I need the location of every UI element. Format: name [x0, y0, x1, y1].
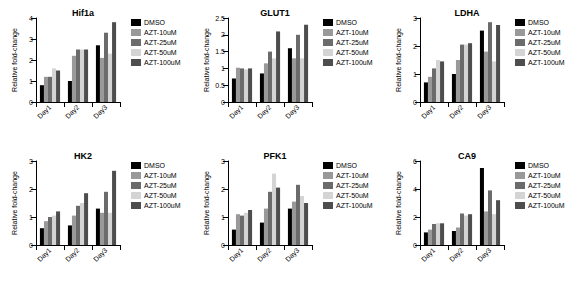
svg-text:0: 0 [221, 99, 225, 106]
svg-text:AZT-25uM: AZT-25uM [336, 182, 369, 189]
svg-text:AZT-25uM: AZT-25uM [336, 39, 369, 46]
svg-text:4: 4 [29, 15, 33, 22]
svg-text:1: 1 [29, 78, 33, 85]
svg-text:AZT-100uM: AZT-100uM [144, 59, 181, 66]
svg-text:DMSO: DMSO [528, 19, 550, 26]
svg-text:AZT-100uM: AZT-100uM [528, 202, 565, 209]
svg-text:0: 0 [221, 242, 225, 249]
svg-text:2: 2 [413, 43, 417, 50]
svg-text:GLUT1: GLUT1 [260, 8, 290, 18]
svg-text:Day3: Day3 [284, 246, 301, 263]
svg-text:Relative fold-change: Relative fold-change [203, 28, 211, 92]
svg-text:DMSO: DMSO [528, 162, 550, 169]
svg-text:2.5: 2.5 [215, 15, 225, 22]
svg-text:Relative fold-change: Relative fold-change [395, 28, 403, 92]
svg-text:DMSO: DMSO [144, 19, 166, 26]
svg-text:Day2: Day2 [256, 103, 273, 120]
svg-text:2: 2 [413, 214, 417, 221]
svg-text:2: 2 [29, 186, 33, 193]
svg-text:AZT-50uM: AZT-50uM [336, 49, 369, 56]
svg-text:Day3: Day3 [92, 246, 109, 263]
svg-text:2: 2 [29, 57, 33, 64]
svg-text:AZT-50uM: AZT-50uM [528, 192, 561, 199]
svg-text:0: 0 [29, 242, 33, 249]
svg-text:0: 0 [413, 99, 417, 106]
svg-text:Day2: Day2 [64, 103, 81, 120]
svg-text:AZT-10uM: AZT-10uM [144, 172, 177, 179]
svg-text:3: 3 [29, 158, 33, 165]
svg-text:AZT-25uM: AZT-25uM [528, 182, 561, 189]
svg-text:Relative fold-change: Relative fold-change [11, 28, 19, 92]
svg-text:AZT-100uM: AZT-100uM [528, 59, 565, 66]
svg-text:AZT-100uM: AZT-100uM [336, 59, 373, 66]
svg-text:AZT-10uM: AZT-10uM [336, 29, 369, 36]
svg-text:Day1: Day1 [420, 103, 437, 120]
svg-text:2: 2 [221, 186, 225, 193]
svg-text:Day3: Day3 [284, 103, 301, 120]
svg-text:1: 1 [221, 65, 225, 72]
svg-text:PFK1: PFK1 [263, 151, 286, 161]
svg-text:Day3: Day3 [92, 103, 109, 120]
svg-text:AZT-25uM: AZT-25uM [528, 39, 561, 46]
svg-text:Relative fold-change: Relative fold-change [395, 171, 403, 235]
svg-text:HK2: HK2 [74, 151, 92, 161]
svg-text:LDHA: LDHA [455, 8, 480, 18]
svg-text:AZT-10uM: AZT-10uM [528, 29, 561, 36]
svg-text:AZT-50uM: AZT-50uM [144, 49, 177, 56]
svg-text:AZT-50uM: AZT-50uM [144, 192, 177, 199]
svg-text:AZT-10uM: AZT-10uM [336, 172, 369, 179]
svg-text:AZT-100uM: AZT-100uM [144, 202, 181, 209]
svg-text:1: 1 [221, 214, 225, 221]
svg-text:1.5: 1.5 [215, 48, 225, 55]
svg-text:Day1: Day1 [228, 103, 245, 120]
svg-text:Day2: Day2 [448, 246, 465, 263]
svg-text:DMSO: DMSO [144, 162, 166, 169]
svg-text:AZT-10uM: AZT-10uM [528, 172, 561, 179]
svg-text:AZT-50uM: AZT-50uM [528, 49, 561, 56]
svg-text:Day1: Day1 [36, 103, 53, 120]
svg-text:1: 1 [413, 71, 417, 78]
svg-text:Day3: Day3 [476, 103, 493, 120]
svg-text:AZT-25uM: AZT-25uM [144, 182, 177, 189]
svg-text:DMSO: DMSO [336, 19, 358, 26]
svg-text:CA9: CA9 [458, 151, 476, 161]
svg-text:6: 6 [413, 158, 417, 165]
svg-text:1: 1 [29, 214, 33, 221]
svg-text:Relative fold-change: Relative fold-change [11, 171, 19, 235]
svg-text:0: 0 [29, 99, 33, 106]
svg-text:0: 0 [413, 242, 417, 249]
svg-text:Day1: Day1 [36, 246, 53, 263]
svg-text:Relative fold-change: Relative fold-change [203, 171, 211, 235]
svg-text:AZT-10uM: AZT-10uM [144, 29, 177, 36]
svg-text:0.5: 0.5 [215, 82, 225, 89]
svg-text:Day1: Day1 [228, 246, 245, 263]
svg-text:4: 4 [413, 186, 417, 193]
svg-text:3: 3 [221, 158, 225, 165]
svg-text:Hif1a: Hif1a [72, 8, 95, 18]
svg-text:AZT-25uM: AZT-25uM [144, 39, 177, 46]
svg-text:Day3: Day3 [476, 246, 493, 263]
svg-text:AZT-100uM: AZT-100uM [336, 202, 373, 209]
svg-text:Day1: Day1 [420, 246, 437, 263]
svg-text:Day2: Day2 [256, 246, 273, 263]
svg-text:AZT-50uM: AZT-50uM [336, 192, 369, 199]
svg-text:3: 3 [29, 36, 33, 43]
svg-text:2: 2 [221, 31, 225, 38]
svg-text:3: 3 [413, 15, 417, 22]
svg-text:Day2: Day2 [64, 246, 81, 263]
svg-text:DMSO: DMSO [336, 162, 358, 169]
svg-text:Day2: Day2 [448, 103, 465, 120]
